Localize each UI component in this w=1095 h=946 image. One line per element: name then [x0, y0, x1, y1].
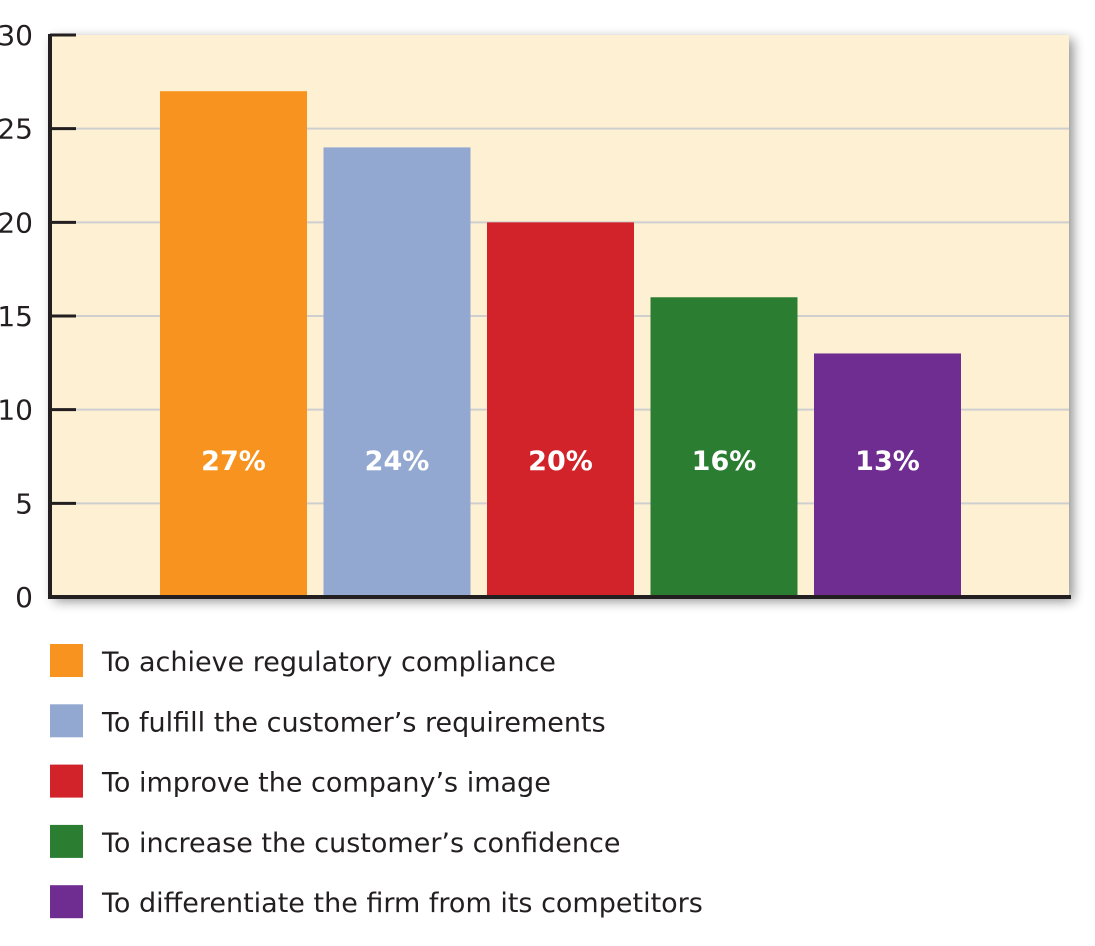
legend-swatch: [50, 644, 83, 677]
data-label: 13%: [855, 446, 920, 477]
legend-swatch: [50, 764, 83, 798]
y-tick-label: 15: [0, 300, 33, 333]
y-tick-label: 20: [0, 206, 33, 239]
y-tick-label: 25: [0, 113, 33, 146]
legend-label: To fulfill the customer’s requirements: [101, 707, 606, 738]
bar: [814, 353, 961, 597]
legend-label: To increase the customer’s confidence: [101, 828, 620, 859]
y-tick-label: 5: [15, 487, 33, 520]
data-label: 16%: [692, 446, 757, 477]
legend-label: To improve the company’s image: [101, 768, 551, 799]
bar: [650, 297, 798, 597]
data-label: 24%: [365, 446, 430, 477]
bar: [487, 222, 634, 598]
legend-label: To achieve regulatory compliance: [101, 647, 556, 678]
legend-swatch: [50, 704, 83, 738]
legend-swatch: [50, 824, 83, 858]
y-tick-label: 0: [15, 581, 33, 614]
bar: [160, 91, 307, 597]
y-tick-label: 30: [0, 19, 33, 52]
y-tick-label: 10: [0, 394, 33, 427]
bar: [323, 147, 471, 597]
legend-swatch: [50, 885, 83, 919]
legend-label: To differentiate the firm from its compe…: [101, 888, 703, 919]
data-label: 27%: [201, 446, 266, 477]
data-label: 20%: [528, 446, 593, 477]
